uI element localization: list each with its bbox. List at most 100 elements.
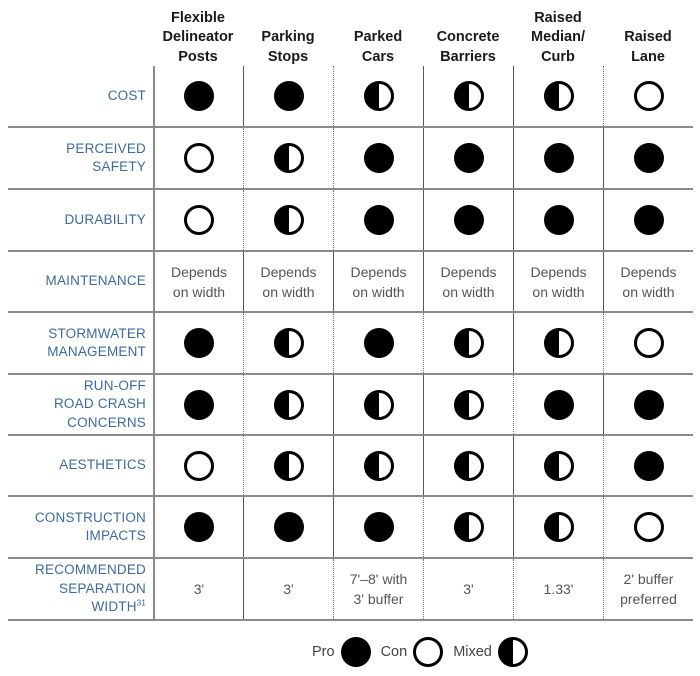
cell-parked-cars [333,128,423,188]
table-row-stormwater-management: STORMWATER MANAGEMENT [8,313,693,375]
filled-circle-icon [184,512,214,542]
cell-raised-median-curb [513,497,603,557]
table-row-aesthetics: AESTHETICS [8,436,693,497]
cell-raised-median-curb [513,436,603,495]
column-header-concrete-barriers: Concrete Barriers [436,29,500,65]
legend-item-con: Con [381,637,444,667]
cell-text: 3' [283,581,294,597]
half-circle-icon [273,389,304,420]
cell-parked-cars [333,375,423,434]
cell-parking-stops [243,190,333,250]
empty-circle-icon [184,450,214,481]
filled-circle-icon [184,389,214,420]
half-circle-icon [363,81,394,111]
table-row-run-off-road-crash-concerns: RUN-OFF ROAD CRASH CONCERNS [8,375,693,436]
cell-concrete-barriers [423,436,513,495]
filled-circle-icon [633,143,664,173]
half-circle-icon [363,389,394,420]
cell-parking-stops [243,375,333,434]
cell-flexible-delineator-posts [153,497,243,557]
cell-concrete-barriers [423,128,513,188]
cell-concrete-barriers [423,497,513,557]
filled-circle-icon [453,143,484,173]
table-row-construction-impacts: CONSTRUCTION IMPACTS [8,497,693,559]
empty-circle-icon [184,205,214,235]
filled-circle-icon [363,512,394,542]
filled-circle-icon [363,328,394,358]
half-circle-icon [543,512,574,542]
cell-parking-stops [243,436,333,495]
cell-raised-median-curb: Depends on width [513,252,603,311]
filled-circle-icon [184,328,214,358]
cell-text: Depends on width [260,263,317,300]
row-label: PERCEIVED SAFETY [66,140,146,175]
table-row-recommended-separation-width: RECOMMENDED SEPARATION WIDTH31 3' 3' 7'–8' wi… [8,559,693,621]
row-label: RECOMMENDED SEPARATION WIDTH31 [35,562,146,615]
filled-circle-icon [633,389,664,420]
cell-raised-median-curb [513,313,603,373]
filled-circle-icon [363,143,394,173]
legend-item-pro: Pro [312,637,371,667]
filled-circle-icon [633,450,664,481]
cell-raised-lane [603,375,693,434]
column-header-parked-cars: Parked Cars [353,29,403,65]
table-row-durability: DURABILITY [8,190,693,252]
column-header-raised-lane: Raised Lane [624,29,672,65]
row-label: AESTHETICS [59,457,146,473]
filled-circle-icon [543,143,574,173]
row-label: STORMWATER MANAGEMENT [47,325,146,360]
cell-text: Depends on width [350,263,407,300]
filled-circle-icon [184,81,214,111]
half-circle-icon [453,328,484,358]
cell-parked-cars: 7'–8' with 3' buffer [333,559,423,619]
cell-parked-cars [333,313,423,373]
half-circle-icon [543,81,574,111]
column-header-parking-stops: Parking Stops [261,29,315,65]
cell-concrete-barriers [423,313,513,373]
cell-flexible-delineator-posts [153,436,243,495]
half-circle-icon [273,143,304,173]
column-header-raised-median-curb: Raised Median/Curb [531,9,585,65]
empty-circle-icon [413,637,444,667]
row-label: DURABILITY [64,211,146,227]
column-header-flexible-delineator-posts: Flexible Delineator Posts [162,9,234,65]
column-headers: Flexible Delineator Posts Parking Stops Parke… [153,0,693,70]
cell-raised-median-curb [513,66,603,126]
cell-flexible-delineator-posts [153,190,243,250]
half-circle-icon [543,328,574,358]
empty-circle-icon [184,143,214,173]
half-circle-icon [273,450,304,481]
row-label: RUN-OFF ROAD CRASH CONCERNS [53,377,146,430]
cell-concrete-barriers [423,375,513,434]
cell-raised-median-curb [513,128,603,188]
empty-circle-icon [633,328,664,358]
legend-label: Mixed [453,644,492,660]
cell-raised-lane [603,190,693,250]
cell-text: 1.33' [543,581,574,597]
filled-circle-icon [543,389,574,420]
half-circle-icon [453,389,484,420]
cell-raised-lane [603,128,693,188]
cell-parked-cars: Depends on width [333,252,423,311]
filled-circle-icon [273,81,304,111]
cell-raised-median-curb [513,375,603,434]
cell-text: Depends on width [440,263,497,300]
cell-parked-cars [333,497,423,557]
empty-circle-icon [633,81,664,111]
half-circle-icon [363,450,394,481]
comparison-table: COST PERCEIVED SAFETY DURABILITY MAINTENANCE… [8,66,693,621]
row-label: MAINTENANCE [45,273,146,289]
filled-circle-icon [453,205,484,235]
cell-text: Depends on width [620,263,677,300]
row-label: CONSTRUCTION IMPACTS [34,509,146,544]
cell-text: 7'–8' with 3' buffer [349,571,408,607]
cell-flexible-delineator-posts [153,128,243,188]
half-circle-icon [497,637,528,667]
cell-flexible-delineator-posts [153,66,243,126]
cell-raised-median-curb: 1.33' [513,559,603,619]
cell-text: 2' buffer preferred [620,571,677,607]
cell-parking-stops: Depends on width [243,252,333,311]
cell-concrete-barriers [423,66,513,126]
cell-flexible-delineator-posts [153,375,243,434]
empty-circle-icon [633,512,664,542]
